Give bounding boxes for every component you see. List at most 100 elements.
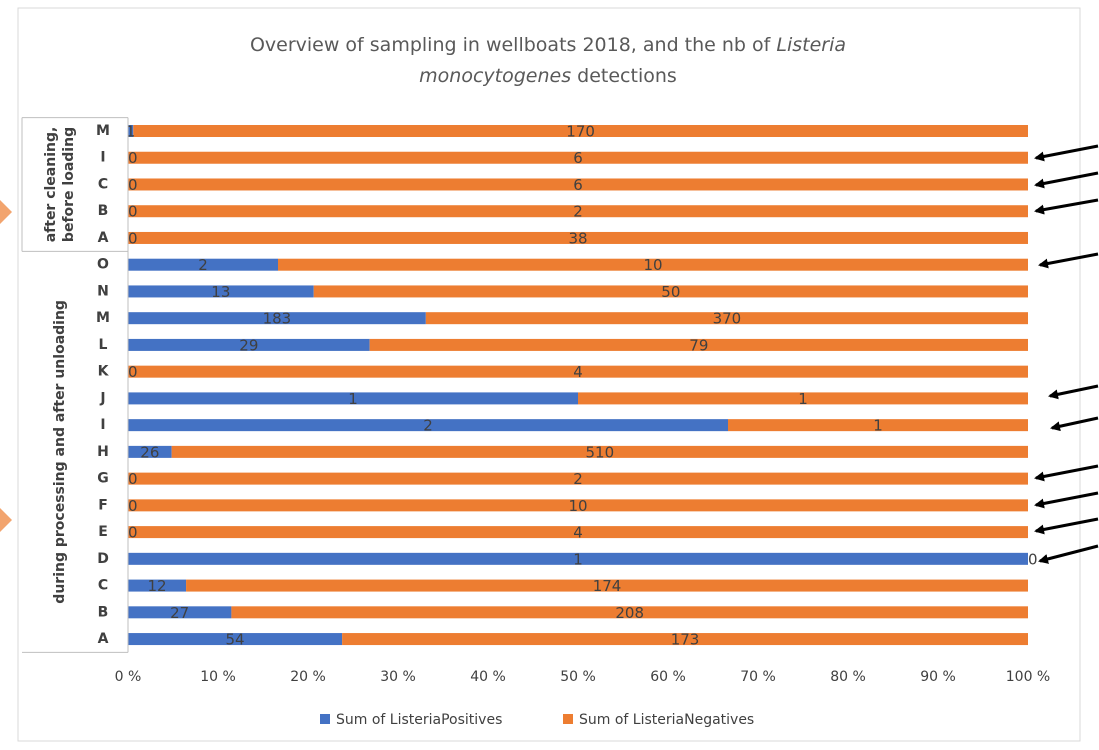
chart-title: monocytogenes detections [419,65,677,87]
bar-segment [128,633,343,646]
bar-segment [231,606,1029,619]
data-label: 0 [128,470,138,488]
title-italic: Listeria [776,34,846,56]
bar-segment [128,579,187,592]
data-label: 0 [128,497,138,515]
data-label: 1 [126,123,136,141]
data-label: 10 [643,256,662,274]
y-tick-label: C [98,176,108,192]
x-tick-label: 0 % [115,669,142,685]
y-tick-label: F [98,497,108,513]
bar-segment [128,445,172,458]
legend-swatch [563,714,573,724]
data-label: 1 [573,550,583,568]
legend-label: Sum of ListeriaPositives [336,712,502,728]
data-label: 12 [147,577,166,595]
bar-segment [128,151,1028,164]
data-label: 54 [226,631,245,649]
data-label: 1 [348,390,358,408]
data-label: 0 [128,176,138,194]
data-label: 79 [689,336,708,354]
group-label: before loading [61,127,77,242]
legend-label: Sum of ListeriaNegatives [579,712,754,728]
group-label: during processing and after unloading [52,300,68,604]
bar-segment [128,526,1028,539]
bar-segment [171,445,1028,458]
y-tick-label: J [99,390,105,406]
annotation-arrows [1034,144,1099,564]
x-tick-label: 70 % [740,669,776,685]
title-line: Overview of sampling in wellboats 2018, … [250,34,772,56]
bar-segment [128,285,314,298]
title-line: detections [577,65,677,87]
bar-segment [128,338,370,351]
bar-segment [128,472,1028,485]
bar-segment [342,633,1028,646]
y-tick-label: K [98,364,110,380]
bar-segment [186,579,1028,592]
x-tick-label: 90 % [920,669,956,685]
data-label: 13 [211,283,230,301]
data-label: 2 [573,470,583,488]
group-label: after cleaning, [43,127,59,243]
bar-segment [128,365,1028,378]
bar-segment [369,338,1029,351]
bar-segment [278,258,1028,271]
data-label: 0 [128,149,138,167]
bar-segment [728,419,1028,432]
data-label: 0 [128,524,138,542]
data-label: 1 [873,417,883,435]
data-label: 0 [128,203,138,221]
x-tick-label: 80 % [830,669,866,685]
data-label: 510 [586,443,615,461]
bar-segment [128,258,278,271]
y-tick-label: I [100,417,105,433]
bar-segment [313,285,1028,298]
bar-segment [133,125,1028,137]
data-label: 170 [566,123,595,141]
chart-title: Overview of sampling in wellboats 2018, … [250,34,846,56]
data-label: 29 [239,336,258,354]
y-tick-label: E [98,524,108,540]
y-tick-label: L [99,337,108,353]
bar-segment [128,125,134,137]
data-label: 0 [128,229,138,247]
data-label: 27 [170,604,189,622]
bar-segment [425,312,1028,325]
y-tick-label: O [97,257,109,273]
data-label: 0 [128,363,138,381]
bar-segment [578,392,1028,405]
data-label: 50 [661,283,680,301]
bar-segment [128,231,1028,244]
edge-marker [0,200,12,224]
x-tick-label: 100 % [1006,669,1050,685]
data-label: 2 [573,203,583,221]
data-label: 6 [573,149,583,167]
edge-marker [0,508,12,532]
x-tick-label: 20 % [290,669,326,685]
data-label: 2 [423,417,433,435]
y-tick-label: H [97,444,109,460]
bar-segment [128,205,1028,218]
data-label: 174 [593,577,622,595]
data-label: 173 [671,631,700,649]
y-tick-label: G [97,471,109,487]
data-label: 2 [198,256,208,274]
y-tick-label: D [97,551,109,567]
bar-segment [128,178,1028,191]
x-tick-label: 30 % [380,669,416,685]
bar-segment [128,312,426,325]
data-label: 370 [713,310,742,328]
y-tick-label: A [98,631,109,647]
y-tick-label: B [98,604,109,620]
y-tick-label: M [96,123,110,139]
x-tick-label: 10 % [200,669,236,685]
data-label: 1 [798,390,808,408]
bar-segment [128,392,578,405]
data-label: 183 [263,310,292,328]
data-label: 26 [140,443,159,461]
data-label: 4 [573,524,583,542]
data-label: 4 [573,363,583,381]
data-label: 0 [1028,550,1038,568]
